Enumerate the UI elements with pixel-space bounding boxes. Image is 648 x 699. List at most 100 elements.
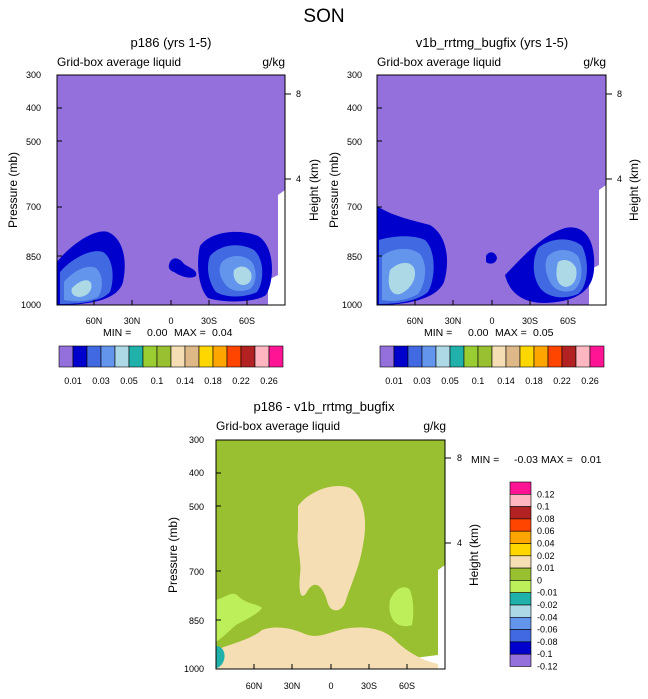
max-label: MAX = (541, 454, 573, 466)
colorbar-label: 0.26 (581, 376, 599, 386)
colorbar-swatch (509, 641, 532, 655)
y-tick-label: 700 (347, 202, 362, 212)
y-tick-label: 300 (347, 70, 362, 80)
x-tick-label: 30S (522, 316, 538, 326)
colorbar-label: 0.18 (204, 376, 222, 386)
min-max-readout: MIN = -0.03 MAX = 0.01 (471, 454, 602, 466)
colorbar-label: -0.01 (537, 588, 558, 598)
colorbar-swatch (519, 345, 535, 368)
colorbar-label: -0.1 (537, 649, 553, 659)
contour-neg-0.04 (216, 646, 225, 668)
height-tick-label: 8 (296, 89, 301, 99)
colorbar-label: 0.1 (537, 502, 550, 512)
y-tick-label: 300 (189, 435, 204, 445)
colorbar-swatch (142, 345, 158, 368)
min-max-readout: MIN = 0.00 MAX = 0.05 (424, 327, 554, 339)
colorbar-label: 0.22 (232, 376, 250, 386)
plot-area (376, 74, 607, 306)
colorbar-label: 0.05 (120, 376, 138, 386)
x-tick-label: 0 (328, 681, 333, 691)
y-tick-label: 400 (26, 103, 41, 113)
colorbar-swatch (254, 345, 270, 368)
colorbar-label: 0.1 (472, 376, 485, 386)
colorbar-label: 0.14 (176, 376, 194, 386)
colorbar-label: -0.12 (537, 662, 558, 672)
panel-p186: p186 (yrs 1-5) Grid-box average liquid g… (6, 35, 321, 339)
colorbar-label: 0.04 (537, 539, 555, 549)
colorbar-label: -0.06 (537, 625, 558, 635)
colorbar-swatch (509, 592, 532, 606)
colorbar-swatch (421, 345, 437, 368)
colorbar-label: 0.26 (260, 376, 278, 386)
y-tick-label: 850 (189, 616, 204, 626)
colorbar-swatch (509, 518, 532, 532)
height-tick-label: 4 (457, 538, 462, 548)
colorbar-label: -0.08 (537, 637, 558, 647)
height-tick-label: 8 (617, 89, 622, 99)
max-label: MAX = (495, 327, 527, 339)
y-tick-label: 1000 (184, 664, 204, 674)
y-tick-label: 700 (26, 202, 41, 212)
x-tick-label: 60N (246, 681, 263, 691)
x-tick-label: 60N (407, 316, 424, 326)
colorbar-label: 0.18 (525, 376, 543, 386)
x-tick-label: 0 (489, 316, 494, 326)
colorbar-swatch (505, 345, 521, 368)
colorbar-swatch (184, 345, 200, 368)
colorbar-swatch (477, 345, 493, 368)
max-value: 0.05 (533, 327, 554, 339)
colorbar-swatch (491, 345, 507, 368)
panel-subtitle: Grid-box average liquid (216, 419, 340, 433)
plot-area (56, 74, 286, 306)
contour-neg-0.01 (216, 593, 262, 642)
colorbar-label: 0.1 (151, 376, 164, 386)
colorbar-swatch (268, 345, 284, 368)
colorbar-swatch (170, 345, 186, 368)
contour-0.14 (556, 260, 577, 287)
x-tick-label: 60S (399, 681, 415, 691)
plot-area (215, 439, 446, 670)
colorbar-swatch (589, 345, 605, 368)
y-tick-label: 1000 (342, 300, 362, 310)
colorbar-label: 0.03 (92, 376, 110, 386)
colorbar-swatch (509, 616, 532, 630)
y-tick-label: 400 (189, 468, 204, 478)
contour-neg-0.01 (389, 587, 414, 627)
colorbar-label: 0 (537, 575, 542, 585)
panel-difference: p186 - v1b_rrtmg_bugfix Grid-box average… (166, 399, 602, 691)
page-title: SON (303, 6, 344, 27)
height-tick-label: 4 (296, 174, 301, 184)
panel-subtitle: Grid-box average liquid (57, 55, 181, 69)
colorbar-swatch (533, 345, 549, 368)
colorbar-swatch (509, 506, 532, 520)
colorbar-difference: 0.12 0.1 0.08 0.06 0.04 0.02 0.01 0 -0.01 -0.02 -0… (509, 481, 558, 672)
y-tick-label: 400 (347, 103, 362, 113)
x-tick-label: 30S (361, 681, 377, 691)
colorbar-label: 0.12 (537, 489, 555, 499)
panel-title: p186 (yrs 1-5) (131, 35, 212, 50)
x-tick-label: 60N (86, 316, 103, 326)
colorbar-swatch (58, 345, 74, 368)
colorbar-swatch (435, 345, 451, 368)
panel-title: v1b_rrtmg_bugfix (yrs 1-5) (416, 35, 568, 50)
min-label: MIN = (424, 327, 452, 339)
y-right-axis-label: Height (km) (307, 159, 321, 221)
colorbar-top-left: 0.01 0.03 0.05 0.1 0.14 0.18 0.22 0.26 (58, 345, 284, 386)
colorbar-label: 0.01 (537, 563, 555, 573)
height-tick-label: 8 (457, 453, 462, 463)
colorbar-swatch (509, 530, 532, 544)
colorbar-swatch (463, 345, 479, 368)
panel-v1b: v1b_rrtmg_bugfix (yrs 1-5) Grid-box aver… (327, 35, 641, 339)
x-tick-label: 30N (284, 681, 301, 691)
min-max-readout: MIN = 0.00 MAX = 0.04 (103, 327, 233, 339)
colorbar-label: -0.02 (537, 600, 558, 610)
height-tick-label: 4 (617, 174, 622, 184)
panel-units: g/kg (262, 55, 285, 69)
missing-data-region (278, 190, 285, 305)
y-right-axis-label: Height (km) (627, 159, 641, 221)
colorbar-swatch (509, 629, 532, 643)
min-value: 0.00 (468, 327, 489, 339)
colorbar-swatch (449, 345, 465, 368)
colorbar-swatch (509, 555, 532, 569)
